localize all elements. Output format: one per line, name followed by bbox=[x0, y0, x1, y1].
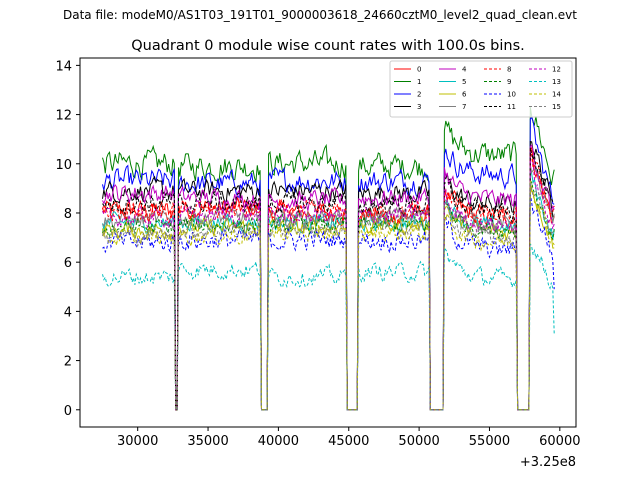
legend-label-12: 12 bbox=[552, 66, 561, 74]
chart-title: Quadrant 0 module wise count rates with … bbox=[131, 38, 525, 54]
series-line-1 bbox=[102, 107, 555, 411]
series-line-11 bbox=[102, 147, 555, 411]
legend-label-5: 5 bbox=[462, 78, 466, 86]
y-tick-label: 4 bbox=[64, 305, 72, 320]
legend-label-11: 11 bbox=[507, 103, 516, 111]
series-line-2 bbox=[102, 116, 555, 411]
series-line-9 bbox=[102, 180, 555, 411]
x-tick-label: 60000 bbox=[539, 434, 580, 449]
legend-label-10: 10 bbox=[507, 91, 516, 99]
x-offset-label: +3.25e8 bbox=[520, 455, 576, 470]
legend-label-2: 2 bbox=[417, 91, 421, 99]
x-tick-label: 55000 bbox=[469, 434, 510, 449]
legend-label-8: 8 bbox=[507, 66, 511, 74]
y-tick-label: 10 bbox=[55, 158, 72, 173]
series-line-12 bbox=[102, 160, 555, 411]
x-tick-label: 30000 bbox=[117, 434, 158, 449]
y-tick-label: 8 bbox=[64, 207, 72, 222]
y-tick-label: 0 bbox=[64, 404, 72, 419]
axes-frame bbox=[79, 57, 577, 428]
figure-suptitle: Data file: modeM0/AS1T03_191T01_90000036… bbox=[63, 8, 577, 22]
legend-label-14: 14 bbox=[552, 91, 561, 99]
y-tick-label: 6 bbox=[64, 256, 72, 271]
y-tick-label: 2 bbox=[64, 355, 72, 370]
legend-label-4: 4 bbox=[462, 66, 467, 74]
x-tick-label: 40000 bbox=[258, 434, 299, 449]
legend-label-3: 3 bbox=[417, 103, 421, 111]
legend-label-7: 7 bbox=[462, 103, 466, 111]
series-line-4 bbox=[102, 144, 555, 411]
series-line-13 bbox=[102, 243, 555, 411]
series-line-10 bbox=[102, 194, 555, 411]
legend-label-9: 9 bbox=[507, 78, 511, 86]
legend-label-1: 1 bbox=[417, 78, 421, 86]
series-line-3 bbox=[102, 140, 555, 411]
x-tick-label: 35000 bbox=[187, 434, 228, 449]
y-tick-label: 14 bbox=[55, 59, 72, 74]
legend-frame bbox=[389, 60, 573, 118]
y-axis: 0 2 4 6 8 10 12 14 bbox=[55, 59, 80, 419]
series-line-15 bbox=[102, 182, 555, 411]
y-tick-label: 12 bbox=[55, 109, 72, 124]
legend-label-15: 15 bbox=[552, 103, 561, 111]
legend-label-6: 6 bbox=[462, 91, 467, 99]
x-tick-label: 45000 bbox=[328, 434, 369, 449]
x-tick-label: 50000 bbox=[398, 434, 439, 449]
legend-label-0: 0 bbox=[417, 66, 421, 74]
x-axis: 30000 35000 40000 45000 50000 55000 60000 bbox=[117, 427, 580, 449]
series-line-8 bbox=[102, 147, 555, 411]
legend-label-13: 13 bbox=[552, 78, 561, 86]
plot-area bbox=[102, 107, 555, 411]
